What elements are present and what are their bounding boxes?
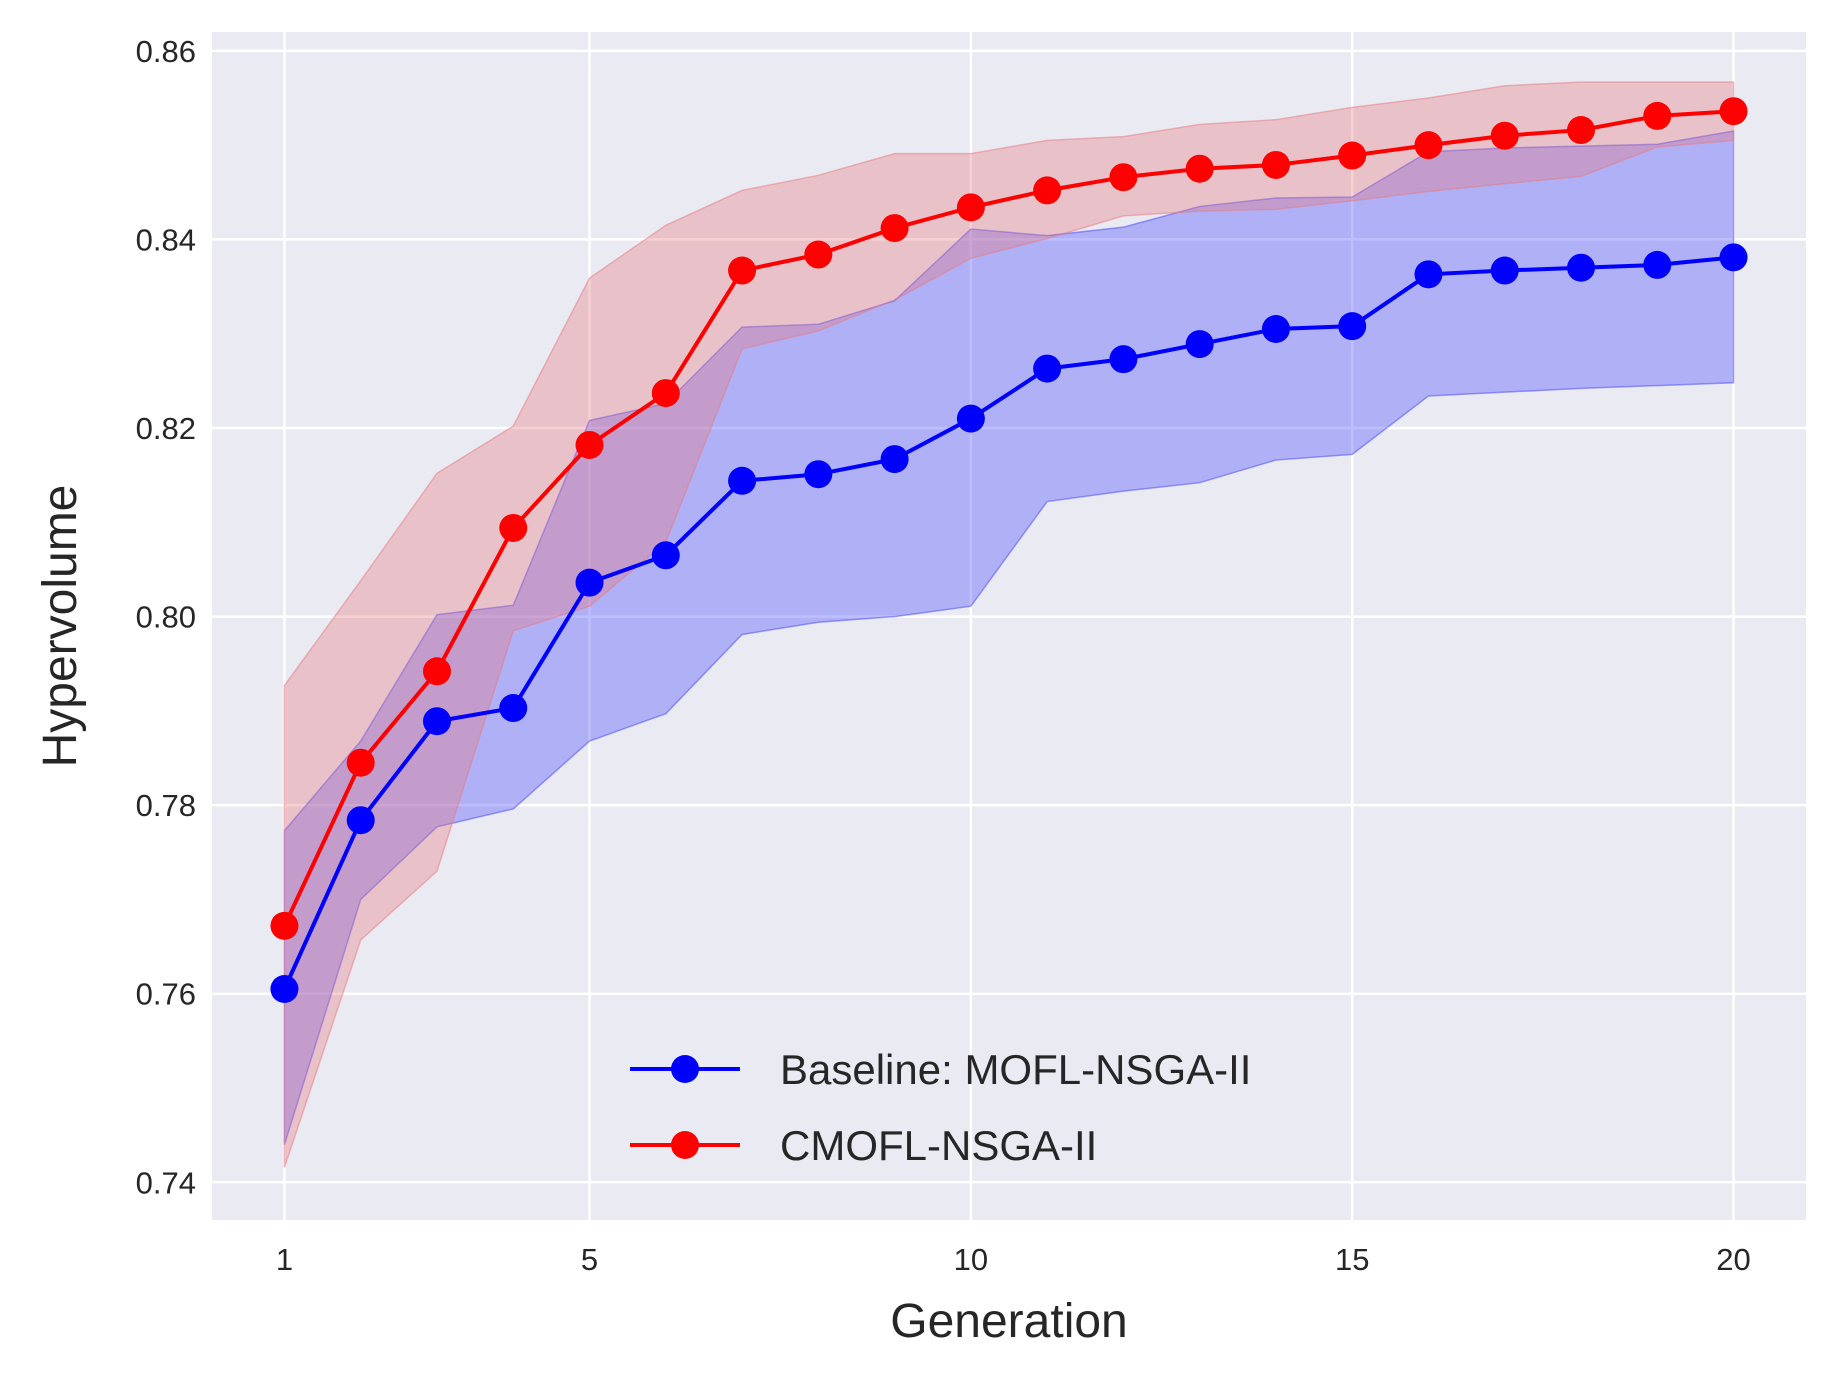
data-point-1 (575, 430, 604, 459)
confidence-band-0 (283, 130, 1735, 1145)
data-point-0 (728, 466, 757, 495)
y-tick-label: 0.84 (136, 222, 196, 257)
data-point-0 (1109, 345, 1138, 374)
data-point-0 (1261, 315, 1290, 343)
data-point-0 (346, 806, 375, 835)
confidence-bands (283, 81, 1735, 1168)
x-tick-label: 10 (954, 1242, 988, 1277)
data-point-1 (651, 379, 680, 408)
data-point-1 (804, 240, 833, 269)
data-point-1 (422, 657, 451, 686)
data-point-0 (1490, 256, 1519, 285)
data-point-1 (1109, 163, 1138, 192)
data-point-1 (1261, 150, 1290, 179)
x-axis-label: Generation (890, 1295, 1128, 1348)
data-point-1 (1567, 116, 1596, 145)
data-point-0 (1338, 312, 1367, 341)
data-point-1 (1033, 176, 1062, 205)
data-point-0 (1414, 260, 1443, 289)
y-tick-label: 0.76 (136, 977, 196, 1012)
data-point-0 (1719, 243, 1748, 272)
data-point-0 (270, 975, 299, 1003)
data-point-1 (1719, 97, 1748, 126)
y-tick-label: 0.82 (136, 411, 196, 446)
legend-label-cmofl: CMOFL-NSGA-II (780, 1122, 1097, 1169)
data-point-1 (728, 256, 757, 285)
x-tick-label: 5 (581, 1242, 598, 1277)
data-point-1 (499, 513, 528, 542)
data-point-0 (422, 707, 451, 736)
data-point-1 (880, 214, 909, 243)
data-point-1 (1185, 154, 1214, 183)
data-point-0 (575, 568, 604, 597)
y-tick-label: 0.80 (136, 600, 196, 635)
x-tick-label: 20 (1716, 1242, 1750, 1277)
y-tick-label: 0.78 (136, 788, 196, 823)
data-point-1 (346, 748, 375, 777)
data-point-0 (804, 460, 833, 489)
data-point-0 (1185, 330, 1214, 359)
legend-label-baseline: Baseline: MOFL-NSGA-II (780, 1046, 1251, 1093)
legend-marker-cmofl (671, 1131, 699, 1159)
data-point-0 (499, 694, 528, 723)
x-tick-label: 1 (276, 1242, 293, 1277)
confidence-band-1 (283, 81, 1735, 1168)
data-point-1 (1643, 101, 1672, 130)
legend-entry-baseline: Baseline: MOFL-NSGA-II (630, 1046, 1251, 1093)
data-point-1 (1414, 131, 1443, 160)
data-point-0 (1033, 354, 1062, 383)
series-markers (270, 97, 1748, 1003)
data-point-0 (1643, 250, 1672, 279)
data-point-1 (1490, 121, 1519, 150)
legend: Baseline: MOFL-NSGA-II CMOFL-NSGA-II (630, 1046, 1251, 1169)
x-axis-ticks: 1 5 10 15 20 (276, 1242, 1751, 1277)
y-tick-label: 0.86 (136, 34, 196, 69)
data-point-0 (651, 541, 680, 570)
x-tick-label: 15 (1335, 1242, 1369, 1277)
legend-marker-baseline (671, 1055, 699, 1083)
data-point-1 (956, 193, 985, 222)
y-tick-label: 0.74 (136, 1165, 196, 1200)
legend-entry-cmofl: CMOFL-NSGA-II (630, 1122, 1097, 1169)
data-point-0 (880, 445, 909, 474)
y-axis-label: Hypervolume (34, 485, 87, 768)
y-axis-ticks: 0.74 0.76 0.78 0.80 0.82 0.84 0.86 (136, 34, 196, 1200)
data-point-1 (270, 911, 299, 940)
data-point-1 (1338, 141, 1367, 170)
data-point-0 (1567, 253, 1596, 282)
data-point-0 (956, 404, 985, 433)
plot-background (212, 32, 1806, 1220)
